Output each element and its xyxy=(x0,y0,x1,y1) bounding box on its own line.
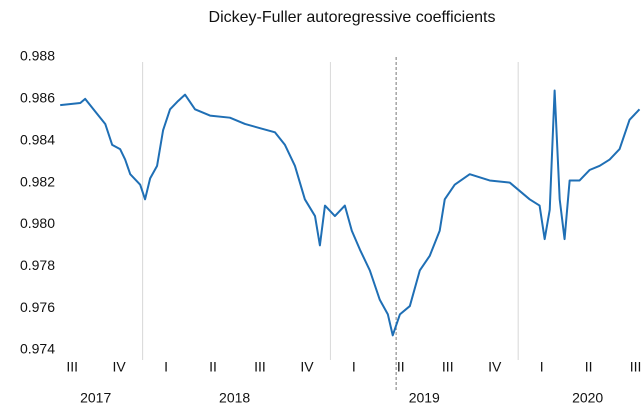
data-line xyxy=(60,89,641,337)
x-tick-label: III xyxy=(254,359,266,375)
x-tick-label: IV xyxy=(488,359,502,375)
x-tick-label: III xyxy=(630,359,642,375)
x-tick-label: III xyxy=(442,359,454,375)
chart-title: Dickey-Fuller autoregressive coefficient… xyxy=(209,9,496,26)
x-tick-label: I xyxy=(352,359,356,375)
year-label: 2017 xyxy=(80,390,111,406)
x-tick-label: I xyxy=(164,359,168,375)
x-tick-label: II xyxy=(585,359,593,375)
y-tick-label: 0.982 xyxy=(20,173,55,189)
y-tick-label: 0.984 xyxy=(20,131,55,147)
x-tick-label: IV xyxy=(113,359,127,375)
x-tick-label: I xyxy=(540,359,544,375)
year-label: 2018 xyxy=(219,390,250,406)
x-tick-label: IV xyxy=(300,359,314,375)
x-tick-label: III xyxy=(66,359,78,375)
y-tick-label: 0.988 xyxy=(20,48,55,64)
y-tick-label: 0.978 xyxy=(20,257,55,273)
y-tick-label: 0.986 xyxy=(20,90,55,106)
year-label: 2019 xyxy=(409,390,440,406)
x-tick-label: II xyxy=(209,359,217,375)
x-tick-label: II xyxy=(397,359,405,375)
year-label: 2020 xyxy=(572,390,603,406)
y-tick-label: 0.974 xyxy=(20,341,55,357)
y-tick-label: 0.980 xyxy=(20,215,55,231)
y-tick-label: 0.976 xyxy=(20,299,55,315)
